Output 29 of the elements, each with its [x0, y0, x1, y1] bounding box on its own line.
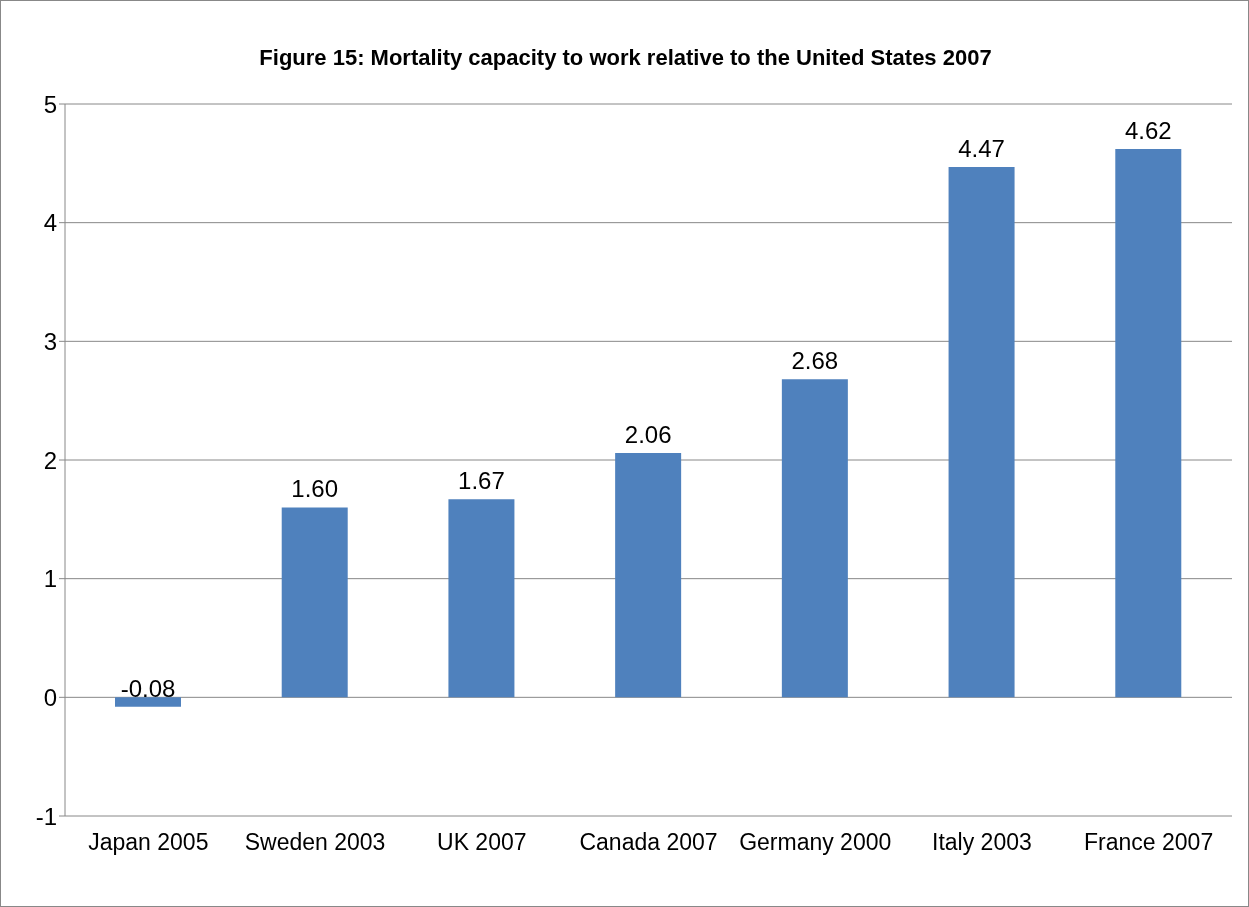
bar: [448, 499, 515, 698]
data-label: -0.08: [120, 674, 176, 702]
bar: [115, 697, 181, 707]
y-tick-label: 1: [43, 565, 57, 593]
data-label: 4.62: [1124, 117, 1172, 145]
y-tick-label: -1: [35, 802, 57, 830]
x-tick-label: Sweden 2003: [244, 829, 386, 856]
data-label: 2.06: [624, 420, 672, 448]
x-tick-label: UK 2007: [437, 829, 527, 856]
x-tick-label: Canada 2007: [579, 829, 718, 856]
bar: [781, 379, 848, 698]
y-tick-label: 0: [43, 683, 57, 711]
y-tick-label: 4: [43, 209, 57, 237]
chart-title: Figure 15: Mortality capacity to work relative to the United States 2007: [258, 45, 993, 71]
data-label: 1.60: [291, 475, 339, 503]
y-tick-label: 3: [43, 327, 57, 355]
y-tick-label: 5: [43, 90, 57, 118]
x-tick-label: Japan 2005: [88, 829, 209, 856]
data-label: 1.67: [458, 467, 505, 495]
bar: [948, 166, 1015, 698]
data-label: 2.68: [791, 347, 839, 375]
y-tick-label: 2: [43, 446, 57, 474]
x-tick-label: Italy 2003: [932, 829, 1032, 856]
bar: [281, 507, 348, 698]
bar: [615, 452, 682, 698]
bar: [1115, 149, 1182, 698]
x-tick-label: France 2007: [1084, 829, 1214, 856]
data-label: 4.47: [958, 134, 1005, 162]
x-tick-label: Germany 2000: [739, 829, 892, 856]
